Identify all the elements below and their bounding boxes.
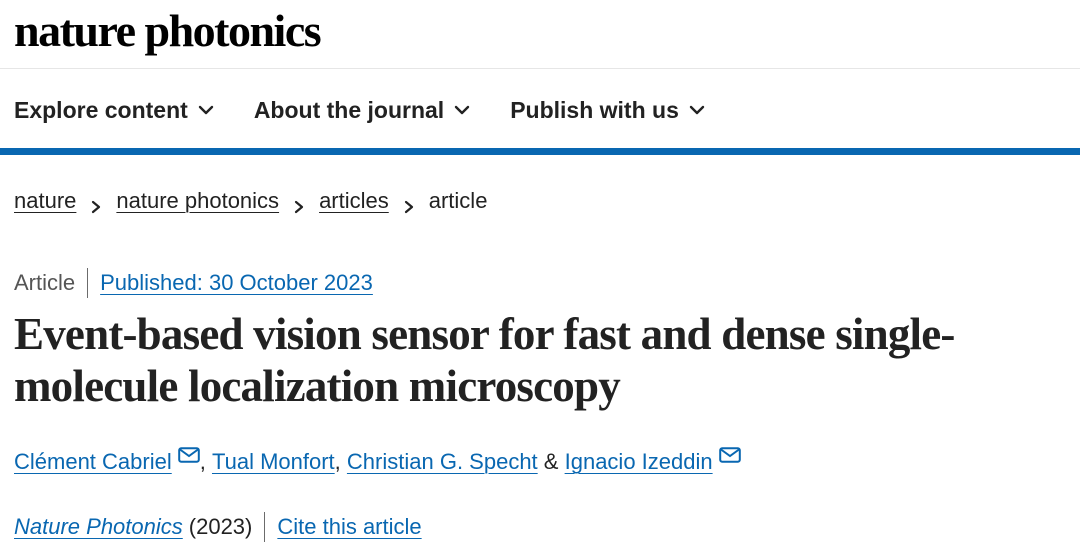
mail-icon[interactable]: [177, 447, 200, 463]
article-meta: Article Published: 30 October 2023: [14, 266, 373, 300]
published-date-link[interactable]: Published: 30 October 2023: [100, 270, 373, 295]
breadcrumb-current: article: [428, 188, 488, 213]
breadcrumb: nature nature photonics articles article: [14, 184, 487, 218]
mail-icon[interactable]: [718, 447, 741, 463]
breadcrumb-nature-photonics[interactable]: nature photonics: [116, 188, 280, 213]
nav-accent-rule: [0, 148, 1080, 155]
author-link[interactable]: Christian G. Specht: [346, 449, 538, 474]
chevron-right-icon: [293, 194, 305, 214]
journal-year: (2023): [188, 514, 253, 539]
author-separator: ,: [334, 449, 341, 474]
meta-divider: [264, 512, 266, 542]
journal-info: Nature Photonics (2023) Cite this articl…: [14, 510, 422, 544]
site-logo[interactable]: nature photonics: [14, 2, 322, 58]
nav-about-journal[interactable]: About the journal: [254, 97, 470, 124]
article-type: Article: [14, 270, 76, 295]
main-nav: Explore content About the journal Publis…: [0, 72, 1080, 148]
header-divider: [0, 68, 1080, 69]
chevron-right-icon: [403, 194, 415, 214]
brand-name: nature photonics: [14, 4, 322, 56]
breadcrumb-nature[interactable]: nature: [14, 188, 77, 213]
nav-label: Explore content: [14, 96, 188, 123]
chevron-down-icon: [198, 102, 214, 118]
meta-divider: [87, 268, 89, 298]
journal-link[interactable]: Nature Photonics: [14, 514, 183, 539]
chevron-right-icon: [90, 194, 102, 214]
cite-link[interactable]: Cite this article: [277, 514, 422, 539]
author-link[interactable]: Clément Cabriel: [14, 449, 172, 474]
nav-publish-with-us[interactable]: Publish with us: [510, 97, 705, 124]
author-list: Clément Cabriel , Tual Monfort , Christi…: [14, 444, 741, 480]
chevron-down-icon: [689, 102, 705, 118]
nav-label: Publish with us: [510, 96, 679, 123]
author-separator: ,: [199, 449, 206, 474]
author-link[interactable]: Ignacio Izeddin: [564, 449, 713, 474]
author-link[interactable]: Tual Monfort: [211, 449, 335, 474]
chevron-down-icon: [454, 102, 470, 118]
author-separator: &: [543, 449, 559, 474]
nav-explore-content[interactable]: Explore content: [14, 97, 214, 124]
nav-label: About the journal: [253, 96, 445, 123]
breadcrumb-articles[interactable]: articles: [319, 188, 389, 213]
article-title: Event-based vision sensor for fast and d…: [14, 309, 955, 411]
